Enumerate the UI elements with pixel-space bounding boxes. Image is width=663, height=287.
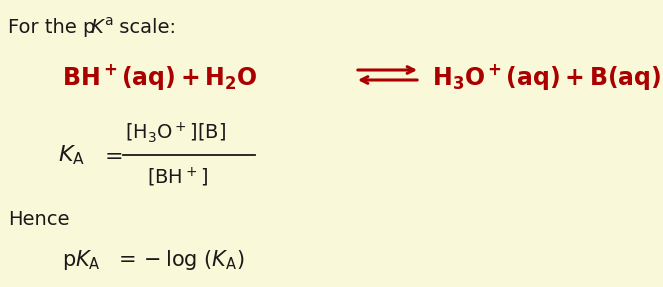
Text: $\mathbf{H_3O^+(aq) + B(aq)}$: $\mathbf{H_3O^+(aq) + B(aq)}$ (432, 62, 662, 92)
Text: $K$: $K$ (90, 18, 106, 37)
Text: scale:: scale: (113, 18, 176, 37)
Text: $\mathbf{BH^+(aq) + H_2O}$: $\mathbf{BH^+(aq) + H_2O}$ (62, 62, 257, 92)
Text: $[\mathrm{BH^+}]$: $[\mathrm{BH^+}]$ (147, 165, 208, 189)
Text: For the p: For the p (8, 18, 95, 37)
Text: a: a (104, 14, 113, 28)
Text: $K_\mathsf{A}$: $K_\mathsf{A}$ (58, 143, 85, 167)
Text: p$K_\mathsf{A}$: p$K_\mathsf{A}$ (62, 248, 101, 272)
Text: $[\mathrm{H_3O^+}][\mathrm{B}]$: $[\mathrm{H_3O^+}][\mathrm{B}]$ (125, 121, 226, 145)
Text: $= -\log\,(K_\mathsf{A})$: $= -\log\,(K_\mathsf{A})$ (114, 248, 245, 272)
Text: $=$: $=$ (100, 145, 123, 165)
Text: Hence: Hence (8, 210, 70, 229)
